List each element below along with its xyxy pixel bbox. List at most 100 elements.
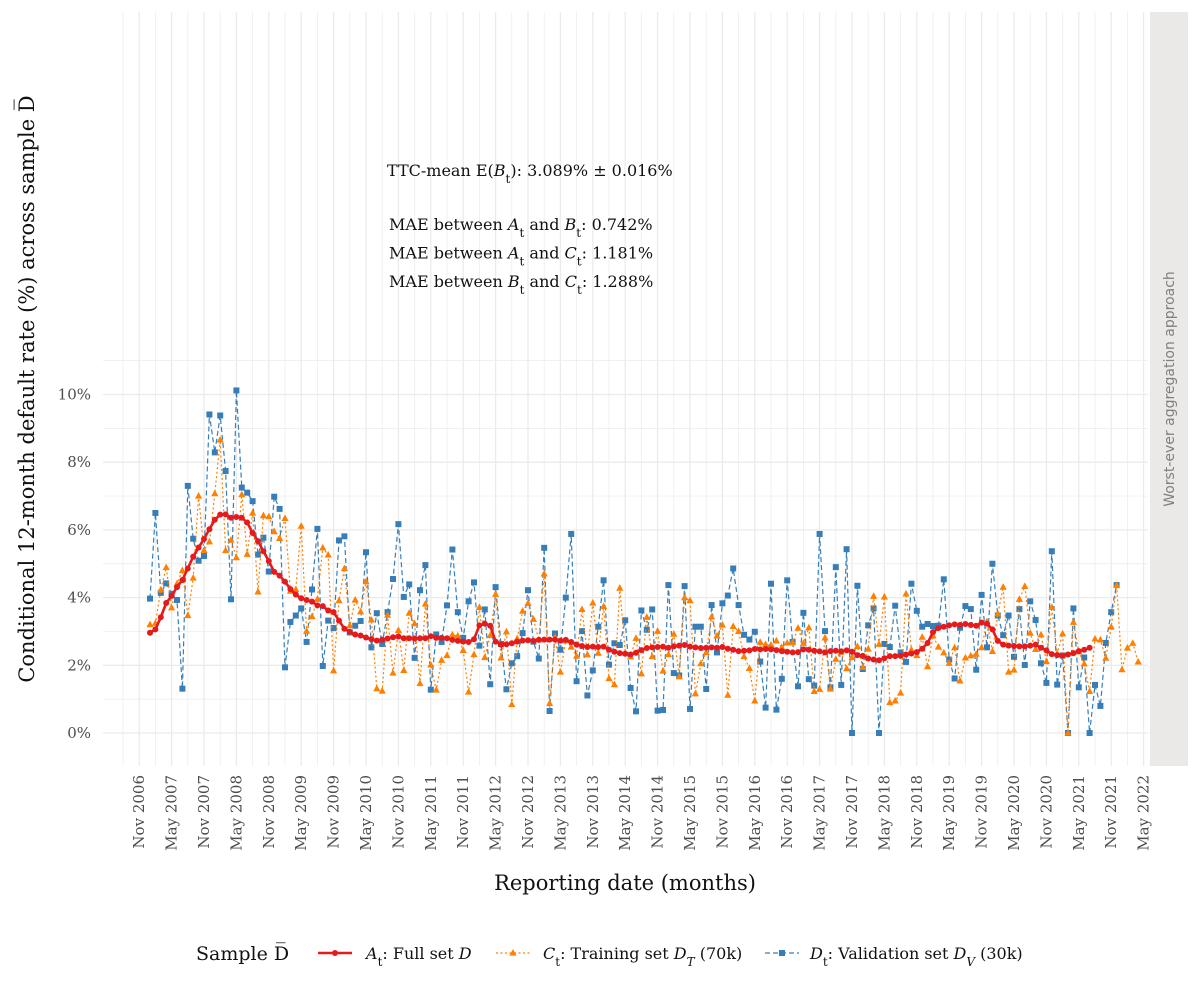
data-point-C: [589, 599, 597, 606]
data-point-A: [449, 636, 456, 643]
data-point-A: [514, 638, 521, 645]
data-point-C: [848, 653, 856, 661]
data-point-A: [460, 638, 467, 645]
y-tick-label: 4%: [67, 589, 91, 607]
data-point-D: [454, 609, 461, 616]
data-point-D: [940, 576, 947, 583]
data-point-D: [319, 662, 326, 669]
data-point-A: [714, 644, 720, 651]
data-point-A: [255, 538, 261, 545]
data-point-C: [1091, 634, 1099, 642]
data-point-C: [772, 636, 780, 644]
data-point-D: [638, 607, 645, 614]
data-point-C: [945, 659, 953, 666]
data-point-C: [816, 685, 824, 692]
data-point-C: [864, 645, 872, 652]
data-point-C: [756, 638, 764, 645]
data-point-C: [891, 696, 899, 704]
mae-annotation: MAE between At and Bt: 0.742%: [389, 215, 653, 240]
data-point-D: [951, 675, 958, 682]
data-point-A: [946, 622, 953, 629]
data-point-D: [930, 623, 936, 630]
data-point-A: [654, 644, 661, 651]
x-tick-label: May 2020: [1005, 775, 1023, 851]
data-point-A: [319, 603, 326, 610]
data-point-D: [805, 676, 812, 683]
data-point-C: [1042, 657, 1050, 665]
data-point-D: [843, 546, 850, 553]
data-point-C: [708, 612, 716, 620]
data-point-A: [519, 637, 526, 644]
x-tick-label: Nov 2021: [1102, 775, 1120, 849]
data-point-A: [174, 584, 180, 591]
data-point-C: [686, 596, 694, 604]
data-point-C: [486, 631, 494, 639]
data-point-A: [238, 514, 245, 521]
data-point-A: [481, 620, 488, 627]
data-point-A: [557, 637, 564, 644]
data-point-C: [1129, 639, 1137, 646]
data-point-C: [718, 621, 726, 628]
data-point-A: [827, 648, 834, 655]
data-point-A: [271, 568, 278, 575]
data-point-D: [1054, 681, 1061, 688]
data-point-C: [346, 621, 354, 629]
data-point-A: [546, 636, 553, 643]
data-point-A: [811, 647, 818, 654]
data-point-A: [913, 649, 920, 656]
data-point-C: [691, 689, 699, 697]
data-point-C: [951, 643, 959, 651]
data-point-D: [886, 644, 893, 651]
data-point-D: [422, 562, 429, 569]
data-point-D: [1016, 606, 1023, 613]
x-tick-label: Nov 2016: [778, 775, 796, 849]
data-point-D: [962, 603, 969, 610]
facet-strip-label: Worst-ever aggregation approach: [1162, 271, 1178, 507]
data-point-D: [876, 730, 882, 736]
data-point-D: [778, 675, 785, 682]
data-point-C: [859, 663, 867, 670]
data-point-A: [892, 653, 899, 660]
x-tick-label: Nov 2007: [195, 775, 213, 849]
data-point-D: [525, 587, 531, 594]
data-point-D: [379, 640, 386, 647]
data-point-A: [757, 646, 764, 653]
data-point-D: [255, 551, 261, 558]
data-point-D: [325, 617, 332, 624]
legend-key-marker: [332, 950, 338, 956]
data-point-A: [157, 614, 164, 621]
data-point-D: [913, 607, 920, 614]
data-point-C: [670, 630, 678, 637]
data-point-C: [578, 605, 586, 613]
data-point-A: [487, 622, 494, 629]
x-tick-label: May 2015: [681, 775, 699, 851]
data-point-A: [163, 600, 170, 607]
data-point-C: [1118, 665, 1126, 673]
data-point-D: [579, 628, 585, 635]
data-point-A: [1043, 647, 1050, 654]
data-point-C: [1064, 729, 1072, 736]
data-point-C: [1032, 645, 1040, 652]
data-point-A: [384, 635, 391, 642]
data-point-A: [190, 553, 197, 560]
data-point-D: [552, 630, 558, 637]
x-axis-ticks: Nov 2006 May 2007 Nov 2007 May 2008 Nov 2008…: [130, 775, 1152, 851]
data-point-C: [664, 650, 672, 658]
data-point-A: [649, 644, 656, 651]
data-point-A: [724, 645, 731, 652]
data-point-C: [292, 585, 300, 593]
data-point-D: [692, 623, 699, 630]
data-point-C: [481, 653, 489, 661]
data-point-A: [492, 638, 499, 645]
data-point-D: [147, 595, 153, 602]
data-point-C: [632, 634, 640, 641]
data-point-D: [649, 606, 656, 613]
data-point-A: [600, 643, 607, 650]
data-point-D: [465, 598, 472, 605]
data-point-D: [1032, 616, 1039, 623]
data-point-C: [1059, 629, 1067, 637]
data-point-C: [1102, 654, 1110, 661]
data-point-D: [476, 642, 483, 649]
data-point-C: [724, 691, 732, 698]
data-point-D: [654, 707, 661, 714]
